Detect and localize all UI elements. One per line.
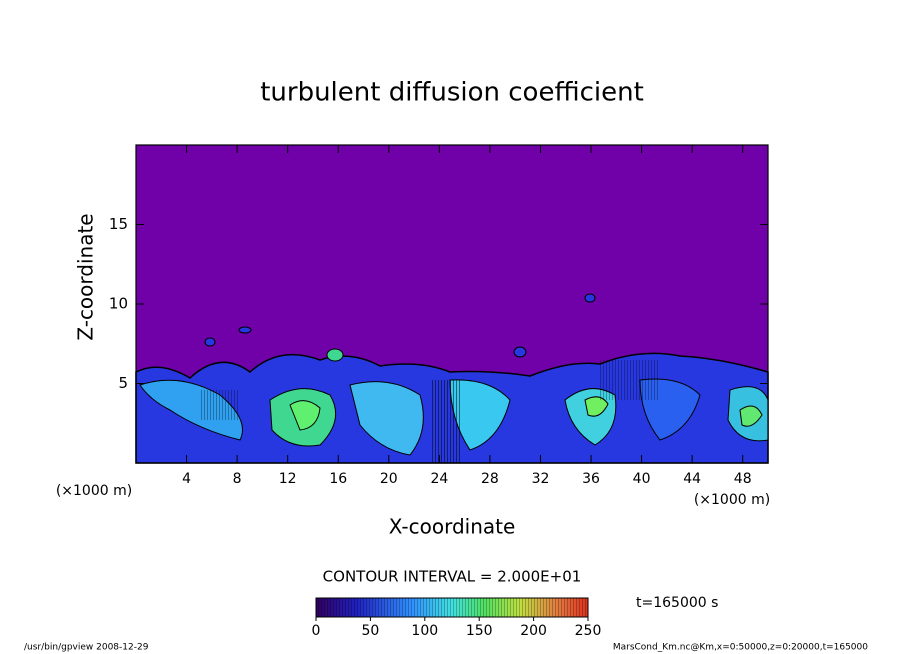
colorbar-lines <box>316 598 588 617</box>
x-tick-label: 40 <box>633 471 651 487</box>
x-tick-label: 44 <box>683 471 701 487</box>
colorbar-tick-label: 250 <box>575 623 602 639</box>
x-tick-label: 12 <box>279 471 297 487</box>
y-tick-label: 5 <box>118 374 128 392</box>
chart-title: turbulent diffusion coefficient <box>260 78 644 108</box>
y-tick-label: 15 <box>109 215 128 233</box>
unit-label: (×1000 m) <box>56 483 132 499</box>
colorbar-tick-label: 200 <box>520 623 547 639</box>
footer-right: MarsCond_Km.nc@Km,x=0:50000,z=0:20000,t=… <box>613 643 868 653</box>
x-tick-label: 24 <box>430 471 448 487</box>
x-axis-label: X-coordinate <box>389 515 516 539</box>
time-label: t=165000 s <box>636 595 718 611</box>
x-tick-label: 48 <box>734 471 752 487</box>
x-tick-label: 32 <box>532 471 550 487</box>
x-tick-label: 36 <box>582 471 600 487</box>
colorbar-tick-label: 50 <box>361 623 379 639</box>
contour-interval: CONTOUR INTERVAL = 2.000E+01 <box>323 568 582 586</box>
colorbar-tick-label: 150 <box>466 623 493 639</box>
x-tick-label: 20 <box>380 471 398 487</box>
x-tick-label: 16 <box>329 471 347 487</box>
x-tick-label: 4 <box>182 471 191 487</box>
unit-label: (×1000 m) <box>694 492 770 508</box>
y-axis-label: Z-coordinate <box>74 213 98 340</box>
y-tick-label: 10 <box>109 295 128 313</box>
colorbar-tick-label: 0 <box>312 623 321 639</box>
field <box>135 145 769 464</box>
x-tick-label: 28 <box>481 471 499 487</box>
footer-left: /usr/bin/gpview 2008-12-29 <box>24 643 149 653</box>
x-tick-label: 8 <box>233 471 242 487</box>
colorbar-tick-label: 100 <box>411 623 438 639</box>
